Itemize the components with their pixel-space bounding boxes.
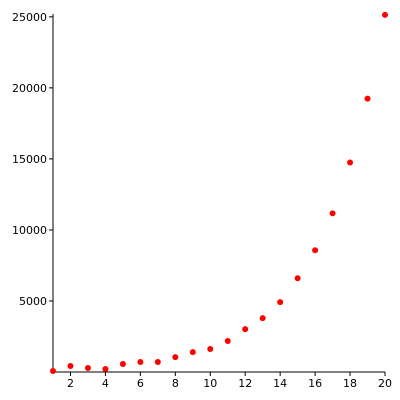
point: [364, 95, 371, 102]
point: [347, 159, 354, 166]
point: [312, 247, 319, 254]
y-tick-label: 25000: [12, 11, 47, 24]
x-tick-label: 2: [67, 377, 74, 390]
point: [102, 366, 109, 373]
x-tick-label: 12: [238, 377, 252, 390]
y-tick-label: 10000: [12, 224, 47, 237]
point: [329, 210, 336, 217]
y-tick-label: 15000: [12, 153, 47, 166]
point: [382, 11, 388, 18]
x-tick-label: 16: [308, 377, 322, 390]
point: [207, 345, 214, 352]
x-tick-label: 6: [137, 377, 144, 390]
point: [224, 338, 231, 345]
point: [50, 368, 56, 375]
point: [154, 359, 161, 366]
point: [277, 299, 284, 306]
point: [67, 363, 74, 370]
x-tick-label: 4: [102, 377, 109, 390]
x-tick-label: 20: [378, 377, 392, 390]
point: [172, 354, 179, 361]
point: [242, 326, 249, 333]
x-tick-label: 8: [172, 377, 179, 390]
x-tick-label: 18: [343, 377, 357, 390]
x-tick-label: 10: [203, 377, 217, 390]
y-tick-label: 20000: [12, 82, 47, 95]
point: [189, 349, 196, 356]
point: [294, 275, 301, 282]
point: [137, 359, 144, 366]
y-tick-label: 5000: [19, 295, 47, 308]
x-tick-label: 14: [273, 377, 287, 390]
point: [259, 315, 266, 322]
point: [119, 361, 126, 368]
point: [84, 365, 91, 372]
